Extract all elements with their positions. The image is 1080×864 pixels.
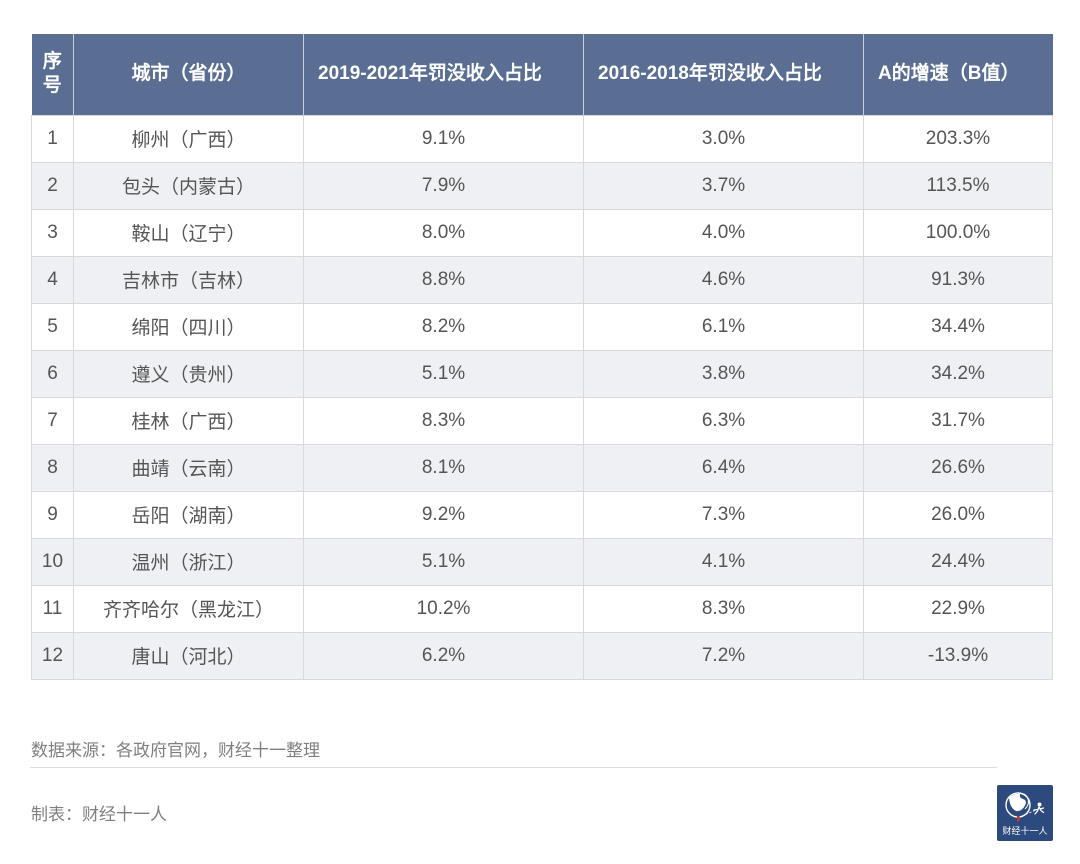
table-row: 3 鞍山（辽宁） 8.0% 4.0% 100.0% [31, 208, 1053, 257]
cell-growth: 26.0% [863, 490, 1053, 539]
cell-ratio-2016-2018: 3.0% [583, 114, 864, 163]
cell-ratio-2016-2018: 6.4% [583, 443, 864, 492]
cell-ratio-2019-2021: 8.8% [303, 255, 584, 304]
fines-income-table: 序号 城市（省份） 2019-2021年罚没收入占比 2016-2018年罚没收… [31, 34, 1053, 680]
cell-ratio-2016-2018: 3.7% [583, 161, 864, 210]
cell-index: 5 [31, 302, 74, 351]
cell-city: 包头（内蒙古） [73, 161, 304, 210]
table-row: 7 桂林（广西） 8.3% 6.3% 31.7% [31, 396, 1053, 445]
col-header-index: 序号 [31, 34, 74, 115]
table-row: 10 温州（浙江） 5.1% 4.1% 24.4% [31, 537, 1053, 586]
cell-growth: -13.9% [863, 631, 1053, 680]
table-row: 8 曲靖（云南） 8.1% 6.4% 26.6% [31, 443, 1053, 492]
cell-growth: 203.3% [863, 114, 1053, 163]
cell-growth: 34.4% [863, 302, 1053, 351]
cell-city: 柳州（广西） [73, 114, 304, 163]
cell-city: 吉林市（吉林） [73, 255, 304, 304]
col-header-growth: A的增速（B值） [863, 34, 1053, 115]
cell-growth: 113.5% [863, 161, 1053, 210]
table-row: 5 绵阳（四川） 8.2% 6.1% 34.4% [31, 302, 1053, 351]
cell-index: 3 [31, 208, 74, 257]
cell-city: 岳阳（湖南） [73, 490, 304, 539]
cell-ratio-2019-2021: 8.1% [303, 443, 584, 492]
table-header-row: 序号 城市（省份） 2019-2021年罚没收入占比 2016-2018年罚没收… [31, 34, 1053, 115]
table-row: 1 柳州（广西） 9.1% 3.0% 203.3% [31, 114, 1053, 163]
table-row: 2 包头（内蒙古） 7.9% 3.7% 113.5% [31, 161, 1053, 210]
table-row: 11 齐齐哈尔（黑龙江） 10.2% 8.3% 22.9% [31, 584, 1053, 633]
cell-ratio-2019-2021: 10.2% [303, 584, 584, 633]
globe-runner-icon: 财经十一人 [997, 785, 1053, 841]
cell-city: 桂林（广西） [73, 396, 304, 445]
cell-growth: 91.3% [863, 255, 1053, 304]
cell-growth: 34.2% [863, 349, 1053, 398]
cell-ratio-2016-2018: 8.3% [583, 584, 864, 633]
cell-ratio-2019-2021: 9.1% [303, 114, 584, 163]
cell-index: 2 [31, 161, 74, 210]
cell-ratio-2016-2018: 6.1% [583, 302, 864, 351]
cell-ratio-2016-2018: 4.1% [583, 537, 864, 586]
cell-index: 10 [31, 537, 74, 586]
cell-ratio-2019-2021: 6.2% [303, 631, 584, 680]
cell-ratio-2016-2018: 3.8% [583, 349, 864, 398]
cell-city: 曲靖（云南） [73, 443, 304, 492]
table-row: 6 遵义（贵州） 5.1% 3.8% 34.2% [31, 349, 1053, 398]
cell-index: 6 [31, 349, 74, 398]
cell-growth: 31.7% [863, 396, 1053, 445]
cell-city: 温州（浙江） [73, 537, 304, 586]
cell-ratio-2019-2021: 5.1% [303, 349, 584, 398]
cell-index: 1 [31, 114, 74, 163]
cell-index: 7 [31, 396, 74, 445]
col-header-2016-2018: 2016-2018年罚没收入占比 [583, 34, 864, 115]
col-header-2019-2021: 2019-2021年罚没收入占比 [303, 34, 584, 115]
credit-note: 制表：财经十一人 [31, 805, 167, 824]
cell-ratio-2019-2021: 5.1% [303, 537, 584, 586]
cell-city: 齐齐哈尔（黑龙江） [73, 584, 304, 633]
cell-index: 4 [31, 255, 74, 304]
cell-growth: 22.9% [863, 584, 1053, 633]
cell-city: 鞍山（辽宁） [73, 208, 304, 257]
cell-ratio-2016-2018: 7.3% [583, 490, 864, 539]
col-header-city: 城市（省份） [73, 34, 304, 115]
cell-ratio-2016-2018: 4.0% [583, 208, 864, 257]
cell-ratio-2016-2018: 6.3% [583, 396, 864, 445]
data-source-note: 数据来源：各政府官网，财经十一整理 [31, 741, 320, 760]
cell-city: 绵阳（四川） [73, 302, 304, 351]
cell-ratio-2019-2021: 7.9% [303, 161, 584, 210]
cell-growth: 24.4% [863, 537, 1053, 586]
footer-divider [30, 767, 997, 768]
table-row: 12 唐山（河北） 6.2% 7.2% -13.9% [31, 631, 1053, 680]
caijing-eleven-logo: 财经十一人 [997, 785, 1053, 841]
cell-ratio-2019-2021: 8.0% [303, 208, 584, 257]
cell-growth: 100.0% [863, 208, 1053, 257]
cell-ratio-2016-2018: 4.6% [583, 255, 864, 304]
cell-ratio-2016-2018: 7.2% [583, 631, 864, 680]
cell-index: 11 [31, 584, 74, 633]
cell-index: 8 [31, 443, 74, 492]
cell-index: 12 [31, 631, 74, 680]
table-row: 4 吉林市（吉林） 8.8% 4.6% 91.3% [31, 255, 1053, 304]
cell-index: 9 [31, 490, 74, 539]
cell-ratio-2019-2021: 8.2% [303, 302, 584, 351]
cell-growth: 26.6% [863, 443, 1053, 492]
cell-city: 遵义（贵州） [73, 349, 304, 398]
table-row: 9 岳阳（湖南） 9.2% 7.3% 26.0% [31, 490, 1053, 539]
cell-city: 唐山（河北） [73, 631, 304, 680]
logo-label: 财经十一人 [1002, 825, 1047, 836]
cell-ratio-2019-2021: 9.2% [303, 490, 584, 539]
cell-ratio-2019-2021: 8.3% [303, 396, 584, 445]
